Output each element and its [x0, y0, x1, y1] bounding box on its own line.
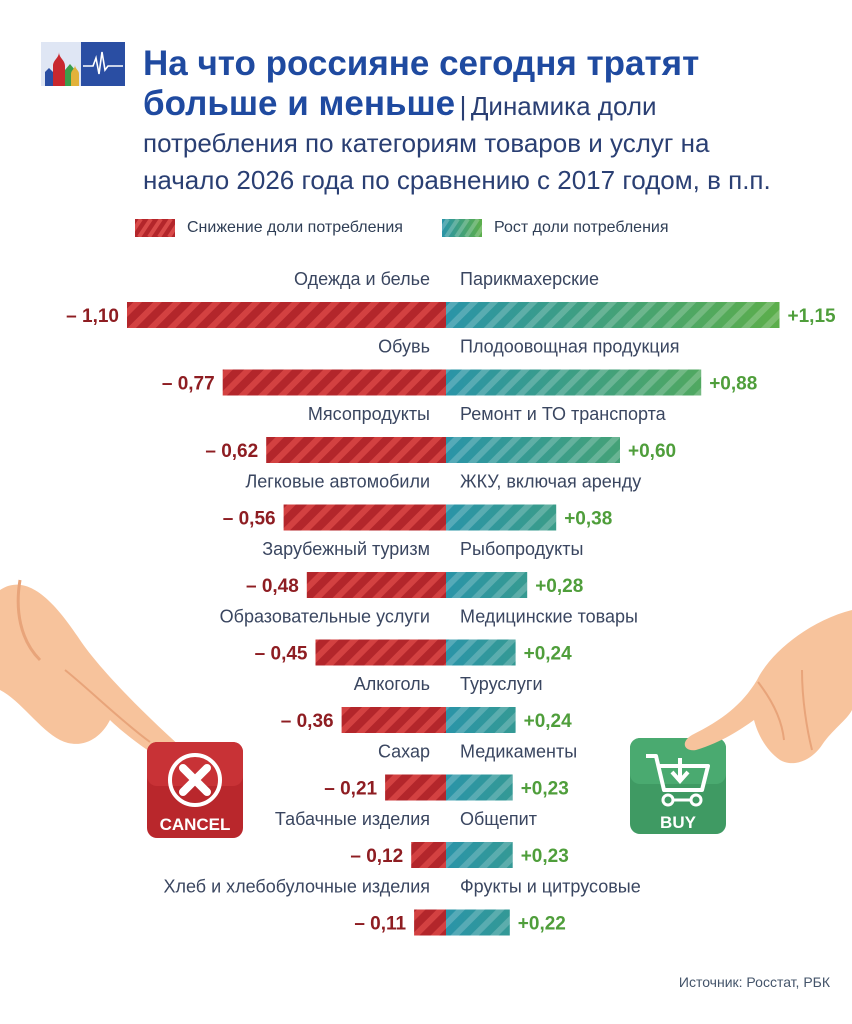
decrease-bar: [283, 504, 446, 531]
increase-bar-stripes: [446, 639, 516, 666]
decrease-category-label: Алкоголь: [354, 674, 430, 694]
increase-category-label: ЖКУ, включая аренду: [460, 472, 641, 492]
increase-value-label: +0,60: [628, 441, 676, 462]
increase-value-label: +0,24: [524, 711, 573, 732]
title-block: На что россияне сегодня тратят больше и …: [143, 44, 833, 199]
buy-hand-illustration: [684, 610, 852, 764]
title-separator: |: [459, 91, 467, 121]
buy-button-graphic: BUY: [630, 738, 726, 834]
increase-category-label: Медикаменты: [460, 742, 577, 762]
chart-title-line2: больше и меньше: [143, 84, 456, 123]
chart-subtitle-line3: начало 2026 года по сравнению с 2017 год…: [143, 165, 771, 195]
cart-icon: [646, 754, 710, 792]
increase-value-label: +0,23: [521, 846, 569, 867]
decrease-bar: [411, 842, 446, 868]
increase-bar-stripes: [446, 774, 513, 801]
decrease-value-label: – 0,48: [246, 576, 299, 597]
decrease-value-label: – 0,45: [255, 644, 308, 665]
legend-swatch-increase: [442, 219, 482, 237]
increase-category-label: Ремонт и ТО транспорта: [460, 404, 667, 424]
decrease-value-label: – 0,11: [354, 914, 406, 935]
increase-value-label: +0,22: [518, 914, 566, 935]
legend-label-increase: Рост доли потребления: [494, 219, 669, 236]
increase-bar-stripes: [446, 369, 702, 396]
increase-value-label: +0,88: [709, 374, 757, 395]
decrease-value-label: – 0,56: [223, 509, 276, 530]
increase-bar-stripes: [446, 437, 620, 463]
decrease-bar: [127, 302, 446, 328]
increase-category-label: Рыбопродукты: [460, 539, 583, 559]
decrease-bar: [414, 909, 446, 936]
decrease-category-label: Табачные изделия: [275, 809, 430, 829]
decrease-category-label: Хлеб и хлебобулочные изделия: [163, 877, 430, 897]
decrease-category-label: Мясопродукты: [308, 404, 430, 424]
increase-category-label: Туруслуги: [460, 674, 543, 694]
legend-item-increase: Рост доли потребления: [442, 217, 669, 239]
increase-bar-stripes: [446, 504, 557, 531]
decrease-value-label: – 0,36: [281, 711, 334, 732]
cancel-label: CANCEL: [160, 815, 231, 834]
increase-value-label: +0,24: [524, 644, 573, 665]
decrease-bar: [306, 572, 446, 598]
buy-label: BUY: [660, 813, 697, 832]
increase-bar-stripes: [446, 707, 516, 733]
increase-value-label: +0,28: [535, 576, 583, 597]
increase-value-label: +0,38: [564, 509, 612, 530]
cancel-hand-illustration: [0, 579, 196, 772]
increase-bar-stripes: [446, 572, 528, 598]
decrease-bar: [315, 639, 446, 666]
decrease-category-label: Сахар: [378, 742, 430, 762]
decrease-category-label: Легковые автомобили: [245, 472, 430, 492]
legend: Снижение доли потребления Рост доли потр…: [135, 217, 735, 239]
chart-title-line1: На что россияне сегодня тратят: [143, 44, 700, 83]
decrease-bar: [341, 707, 446, 733]
increase-bar-stripes: [446, 909, 510, 936]
cross-icon: [179, 764, 211, 796]
chart-subtitle-line1: Динамика доли: [470, 91, 657, 121]
legend-swatch-decrease: [135, 219, 175, 237]
increase-bar-stripes: [446, 842, 513, 868]
decrease-value-label: – 0,77: [162, 374, 215, 395]
increase-bar-stripes: [446, 302, 780, 328]
increase-value-label: +1,15: [788, 306, 837, 327]
increase-category-label: Медицинские товары: [460, 607, 638, 627]
increase-category-label: Общепит: [460, 809, 537, 829]
legend-item-decrease: Снижение доли потребления: [135, 217, 403, 239]
increase-category-label: Плодоовощная продукция: [460, 337, 680, 357]
decrease-value-label: – 1,10: [66, 306, 119, 327]
decrease-value-label: – 0,21: [324, 779, 377, 800]
decrease-category-label: Обувь: [378, 337, 430, 357]
decrease-bar: [385, 774, 446, 801]
cancel-button-graphic: CANCEL: [147, 742, 243, 838]
decrease-category-label: Одежда и белье: [294, 269, 430, 289]
increase-category-label: Парикмахерские: [460, 269, 599, 289]
decrease-category-label: Зарубежный туризм: [262, 539, 430, 559]
increase-value-label: +0,23: [521, 779, 569, 800]
decrease-category-label: Образовательные услуги: [220, 607, 430, 627]
chart-subtitle-line2: потребления по категориям товаров и услу…: [143, 128, 710, 158]
decrease-bar: [222, 369, 446, 396]
source-note: Источник: Росстат, РБК: [678, 974, 830, 990]
decrease-bar: [266, 437, 446, 463]
increase-category-label: Фрукты и цитрусовые: [460, 877, 641, 897]
decrease-value-label: – 0,62: [205, 441, 258, 462]
decrease-value-label: – 0,12: [350, 846, 403, 867]
kremlin-logo: [41, 42, 125, 86]
legend-label-decrease: Снижение доли потребления: [187, 219, 403, 236]
